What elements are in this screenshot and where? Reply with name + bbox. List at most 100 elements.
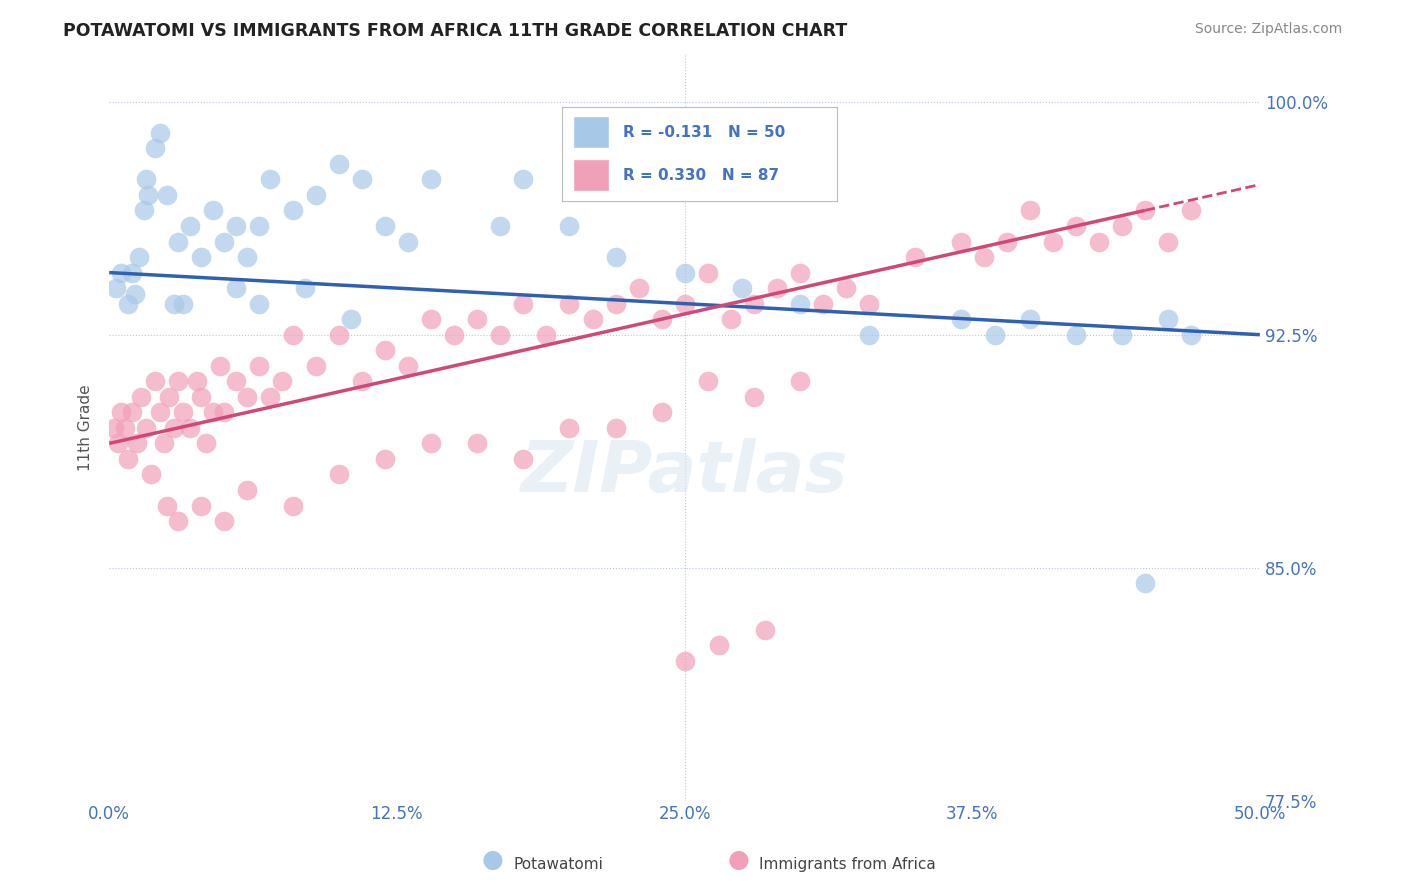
Point — [135, 172, 157, 186]
Point — [201, 203, 224, 218]
Point — [190, 499, 212, 513]
Point — [673, 654, 696, 668]
Point — [110, 405, 132, 419]
Point — [1111, 327, 1133, 342]
Point — [208, 359, 231, 373]
Text: ●: ● — [727, 848, 749, 872]
Point — [420, 436, 443, 450]
Point — [512, 296, 534, 310]
Point — [1064, 219, 1087, 233]
Point — [236, 390, 259, 404]
Point — [374, 452, 396, 467]
Point — [512, 452, 534, 467]
Point — [125, 436, 148, 450]
Point — [186, 374, 208, 388]
Point — [149, 405, 172, 419]
Point — [163, 421, 186, 435]
Point — [121, 266, 143, 280]
Point — [143, 374, 166, 388]
Point — [1042, 235, 1064, 249]
Point — [283, 203, 305, 218]
Point — [1180, 203, 1202, 218]
Text: R = -0.131   N = 50: R = -0.131 N = 50 — [623, 125, 785, 140]
Point — [420, 172, 443, 186]
Point — [340, 312, 363, 326]
Point — [489, 219, 512, 233]
Point — [172, 296, 194, 310]
Point — [651, 312, 673, 326]
Point — [1157, 235, 1180, 249]
Point — [259, 172, 281, 186]
Point — [167, 235, 190, 249]
Point — [811, 296, 834, 310]
Point — [558, 219, 581, 233]
Bar — [574, 160, 609, 191]
Point — [973, 250, 995, 264]
Text: Immigrants from Africa: Immigrants from Africa — [759, 857, 936, 872]
Point — [156, 188, 179, 202]
Point — [225, 281, 247, 295]
Point — [396, 235, 419, 249]
Point — [139, 467, 162, 482]
Point — [124, 287, 146, 301]
Text: R = 0.330   N = 87: R = 0.330 N = 87 — [623, 168, 779, 183]
Point — [190, 250, 212, 264]
Bar — [574, 116, 609, 148]
Text: POTAWATOMI VS IMMIGRANTS FROM AFRICA 11TH GRADE CORRELATION CHART: POTAWATOMI VS IMMIGRANTS FROM AFRICA 11T… — [63, 22, 848, 40]
Point — [558, 421, 581, 435]
Point — [283, 499, 305, 513]
Point — [1018, 203, 1040, 218]
Point — [138, 188, 160, 202]
Point — [352, 172, 374, 186]
Point — [858, 296, 880, 310]
Point — [352, 374, 374, 388]
Point — [720, 312, 742, 326]
Point — [673, 296, 696, 310]
Point — [1133, 576, 1156, 591]
Point — [696, 374, 718, 388]
Point — [163, 296, 186, 310]
Point — [1180, 327, 1202, 342]
Point — [105, 281, 128, 295]
Point — [143, 141, 166, 155]
Text: ZIPatlas: ZIPatlas — [520, 438, 848, 508]
Point — [673, 266, 696, 280]
Point — [627, 281, 650, 295]
Point — [834, 281, 856, 295]
Point — [128, 250, 150, 264]
Point — [114, 421, 136, 435]
Point — [167, 514, 190, 528]
Point — [605, 250, 627, 264]
Point — [1064, 327, 1087, 342]
Point — [1018, 312, 1040, 326]
Point — [789, 374, 811, 388]
Point — [194, 436, 217, 450]
Point — [536, 327, 558, 342]
Point — [651, 405, 673, 419]
Point — [1087, 235, 1109, 249]
Point — [167, 374, 190, 388]
Point — [153, 436, 176, 450]
Point — [707, 638, 730, 652]
Text: Source: ZipAtlas.com: Source: ZipAtlas.com — [1195, 22, 1343, 37]
Point — [754, 623, 776, 637]
Point — [742, 296, 765, 310]
Point — [742, 390, 765, 404]
Point — [731, 281, 754, 295]
Point — [172, 405, 194, 419]
Point — [107, 436, 129, 450]
Point — [512, 172, 534, 186]
Point — [765, 281, 787, 295]
Point — [214, 514, 236, 528]
Point — [179, 421, 201, 435]
Point — [489, 327, 512, 342]
Point — [949, 312, 972, 326]
Point — [605, 296, 627, 310]
Point — [396, 359, 419, 373]
Point — [467, 312, 489, 326]
Point — [247, 219, 270, 233]
Point — [117, 296, 139, 310]
Point — [156, 499, 179, 513]
Point — [214, 235, 236, 249]
Point — [581, 312, 603, 326]
